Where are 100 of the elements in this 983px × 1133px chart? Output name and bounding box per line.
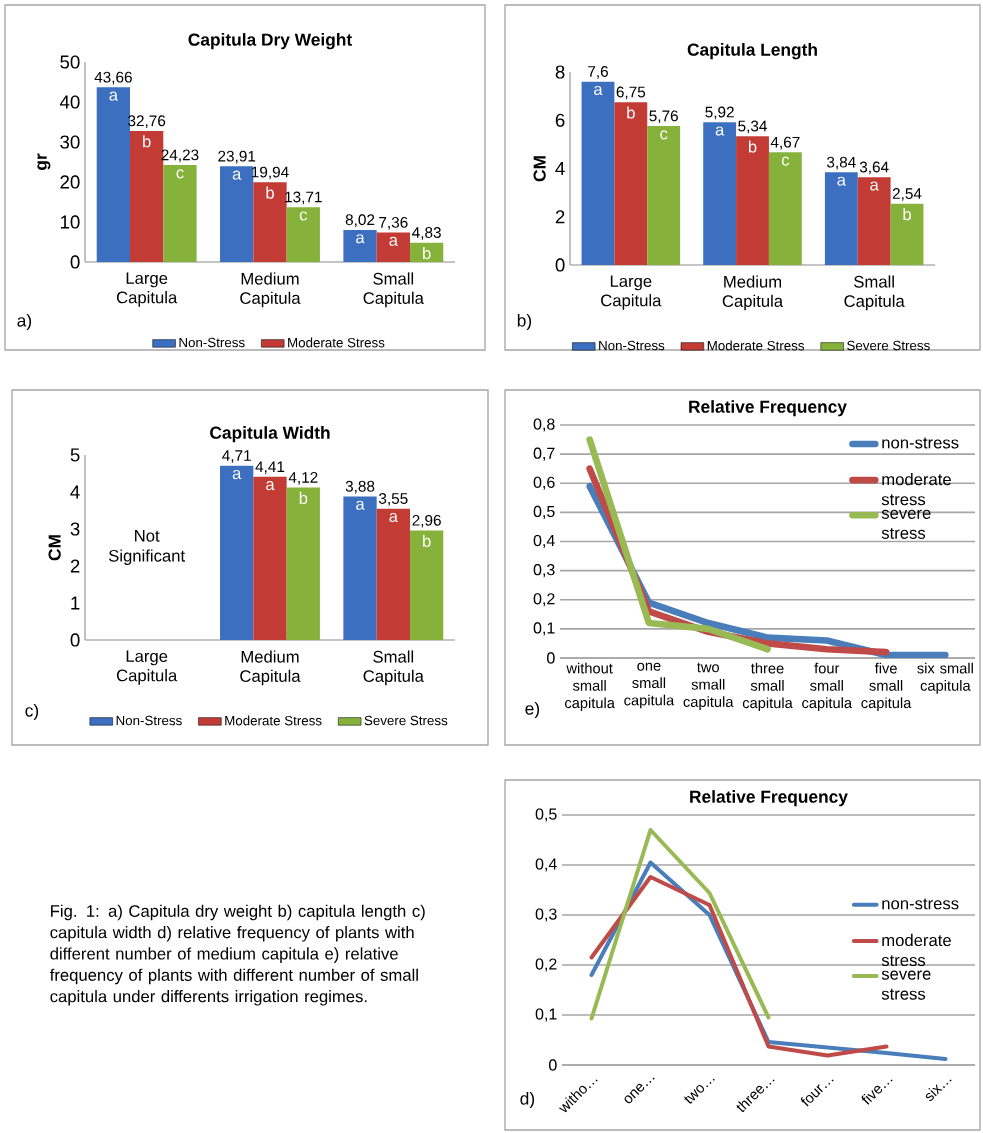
legend-label: Severe Stress [847, 340, 930, 351]
text: d) [520, 1091, 535, 1109]
x-tick-label: Small Capitula [363, 650, 424, 686]
text: b) [517, 313, 532, 331]
bar [409, 530, 444, 640]
data-label: 7,6 [588, 66, 608, 79]
y-tick-label: 10 [60, 215, 80, 229]
annotation: a [870, 181, 879, 191]
data-label: 4,67 [770, 136, 800, 150]
y-tick-label: 3 [70, 522, 80, 536]
bar [647, 126, 681, 265]
data-label: 5,76 [649, 110, 678, 124]
y-tick-label: 0,3 [533, 564, 555, 578]
y-tick-label: 4 [70, 485, 80, 499]
bar [253, 182, 287, 262]
annotation: b [299, 491, 308, 505]
y-tick-label: 0,8 [533, 418, 555, 432]
data-label: 3,55 [378, 493, 408, 506]
x-tick-label: Medium Capitula [240, 272, 301, 308]
caption: Fig. 1: a) Capitula dry weight b) capitula length c) capitula width d) relative frequency of plants with different number of medium capitula e) relative frequency of plants with different number of small capitula under differents irrigation regimes. [49, 904, 425, 1006]
legend-label: Severe Stress [364, 715, 448, 726]
data-label: 3,84 [826, 156, 856, 170]
legend-label: non-stress [882, 437, 959, 449]
legend-label: moderate stress [881, 933, 951, 967]
bar [824, 172, 858, 265]
bar [253, 476, 287, 640]
bar [376, 508, 410, 640]
y-tick-label: 0,4 [535, 858, 557, 872]
x-tick-label: Large Capitula [116, 650, 178, 685]
data-label: 2,96 [412, 514, 441, 528]
y-tick-label: 0,5 [533, 505, 555, 519]
x-tick-label: without small capitula [565, 662, 615, 712]
annotation: a [715, 126, 725, 136]
y-tick-label: 0,5 [535, 808, 557, 822]
y-tick-label: 0,2 [535, 958, 557, 972]
annotation: a [232, 469, 242, 480]
annotation: b [423, 246, 431, 260]
data-label: 43,66 [94, 71, 132, 85]
annotation: a [594, 85, 603, 96]
x-tick-label: Small Capitula [363, 272, 424, 308]
y-tick-label: 4 [555, 162, 565, 175]
chart-title: Relative Frequency [690, 790, 848, 807]
x-tick-label: five small capitula [861, 662, 912, 712]
legend-label: Non-Stress [599, 340, 665, 351]
bar [736, 136, 769, 265]
data-label: 4,41 [255, 461, 285, 474]
y-axis-title: gr [37, 153, 51, 170]
y-tick-label: 6 [555, 113, 565, 127]
x-tick-label: Large Capitula [601, 275, 662, 310]
data-label: 4,83 [412, 227, 441, 240]
annotation: b [143, 135, 151, 148]
annotation: a [266, 481, 275, 491]
data-label: 5,34 [738, 120, 767, 134]
data-label: 8,02 [345, 214, 375, 227]
bar [614, 102, 648, 265]
y-tick-label: 1 [71, 596, 80, 610]
bar [286, 487, 320, 640]
chart-title: Capitula Length [687, 43, 817, 60]
y-tick-label: 0,7 [533, 447, 555, 461]
legend-label: Moderate Stress [707, 340, 805, 351]
annotation: b [266, 186, 274, 199]
bar [220, 166, 254, 262]
x-tick-label: Small Capitula [844, 275, 905, 311]
annotation: a [837, 176, 846, 186]
y-tick-label: 0 [549, 1059, 557, 1071]
legend-label: Moderate Stress [288, 337, 385, 348]
text: c) [25, 703, 39, 721]
legend-label: severe stress [881, 970, 931, 1000]
annotation: a [356, 234, 365, 244]
data-label: 4,12 [288, 471, 318, 485]
y-tick-label: 0 [555, 258, 565, 272]
y-tick-label: 8 [555, 65, 565, 79]
x-tick-label: Medium Capitula [722, 275, 784, 311]
data-label: 2,54 [892, 188, 922, 201]
y-tick-label: 0,1 [535, 1008, 557, 1022]
legend-label: Non-Stress [116, 715, 182, 726]
y-tick-label: 0,6 [533, 476, 555, 490]
bar [768, 152, 802, 265]
data-label: 4,71 [222, 450, 251, 463]
y-tick-label: 0 [547, 652, 555, 664]
data-label: 7,36 [379, 216, 408, 230]
legend-label: moderate stress [881, 473, 951, 506]
bar [163, 165, 197, 262]
data-label: 5,92 [705, 106, 734, 120]
x-tick-label: Medium Capitula [240, 650, 301, 686]
chart-title: Relative Frequency [689, 400, 847, 417]
chart-title: Capitula Width [210, 426, 330, 443]
x-tick-label: one small capitula [624, 662, 675, 709]
annotation: c [660, 130, 668, 140]
legend-label: non-stress [882, 898, 959, 910]
y-axis-title: CM [533, 156, 546, 182]
bar [890, 203, 924, 265]
y-tick-label: 20 [60, 175, 80, 189]
annotation: b [748, 140, 757, 153]
y-axis-title: CM [48, 535, 61, 561]
x-tick-label: three small capitula [742, 662, 793, 712]
y-tick-label: 2 [555, 210, 565, 224]
legend-label: severe stress [881, 509, 931, 539]
annotation: a [232, 170, 242, 180]
bar [581, 81, 615, 265]
